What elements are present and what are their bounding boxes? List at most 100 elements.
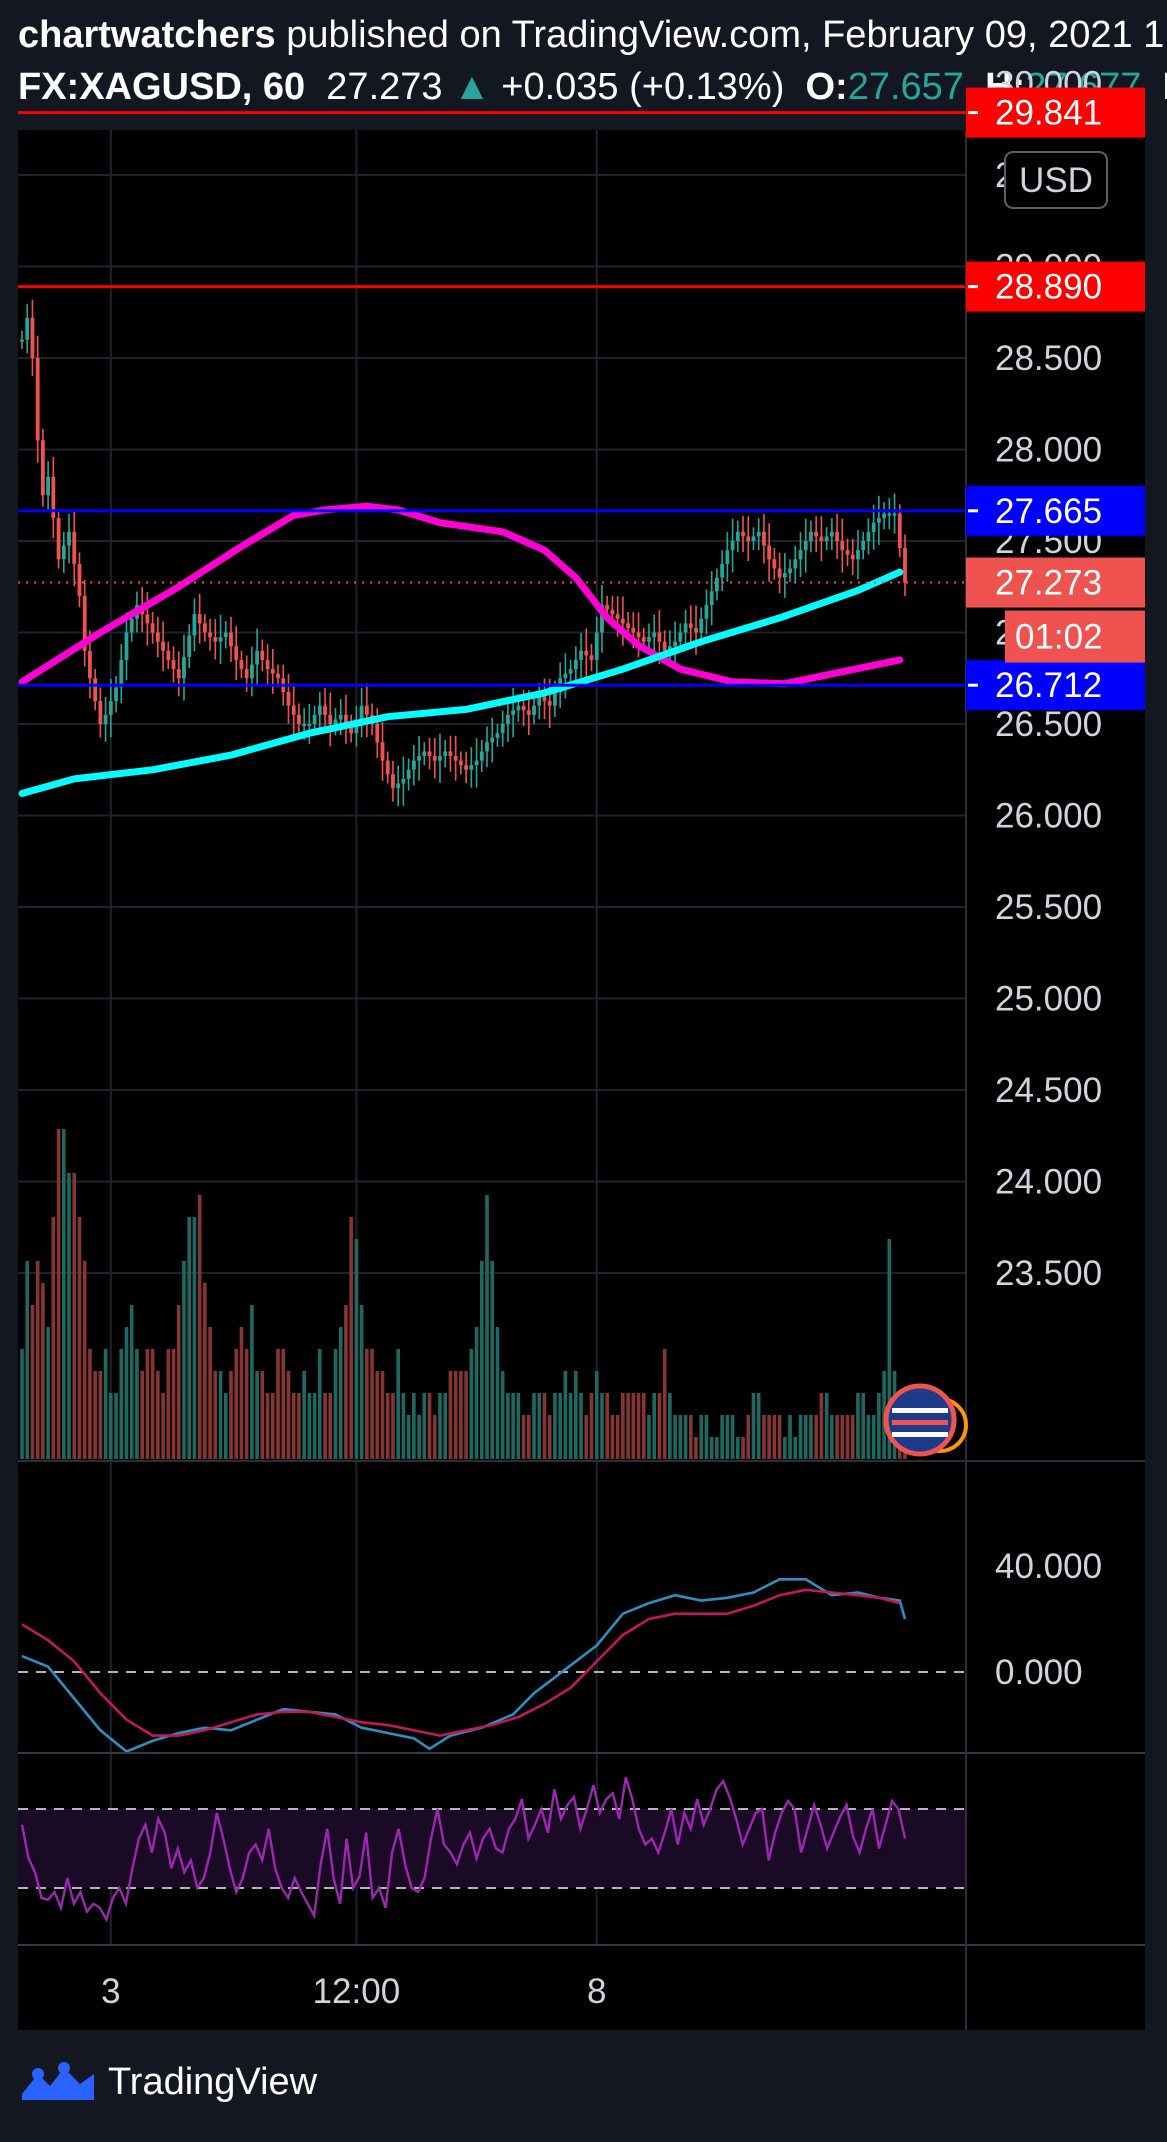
candle-body [631,627,636,633]
volume-bar [772,1415,777,1459]
level-tag [966,485,1145,536]
level-tag-label: 27.665 [995,492,1102,531]
volume-bar [88,1349,92,1459]
volume-bar [333,1349,338,1459]
candle-body [265,659,270,670]
candle-body [652,632,657,638]
time-scale-label: 12:00 [313,1972,401,2011]
volume-bar [119,1349,124,1459]
economic-event-icon[interactable] [883,1383,968,1457]
candle-body [391,774,395,789]
candle-body [359,705,364,720]
volume-bar [788,1415,792,1459]
author-name[interactable]: chartwatchers [18,14,276,56]
candle-body [317,705,322,715]
candle-body [333,719,338,724]
volume-bar [67,1173,71,1459]
candle-body [291,705,296,715]
level-tag-label: 29.841 [995,94,1102,133]
price-scale-label: 26.500 [995,705,1102,744]
level-tag-label: 28.890 [995,268,1102,307]
volume-bar [354,1239,359,1459]
price-scale-label: 28.500 [995,339,1102,378]
candle-body [735,531,740,541]
candle-body [187,635,192,657]
candle-body [615,614,620,619]
candle-body [124,632,129,660]
candle-body [547,701,552,706]
macd-pane [18,1578,966,1753]
volume-bar [82,1261,87,1459]
volume-bar [793,1437,798,1459]
volume-bar [98,1371,103,1459]
candle-body [782,573,787,578]
candle-body [417,756,421,761]
candle-body [458,760,463,766]
candle-body [850,554,855,560]
candle-body [249,664,254,679]
candle-body [375,724,380,743]
chart-area[interactable]: 30.00029.50029.00028.50028.00027.50027.0… [0,0,1167,2040]
candle-body [229,632,233,647]
volume-bar [871,1415,876,1459]
volume-bar [877,1393,881,1459]
volume-bar [35,1261,40,1459]
price-scale-label: 25.000 [995,980,1102,1019]
candle-body [286,691,291,706]
candle-body [396,783,401,789]
candle-body [887,513,892,516]
volume-bar [500,1371,505,1459]
volume-bar [72,1173,77,1459]
publish-text: published on TradingView.com, February 0… [286,14,1165,56]
candle-body [673,641,678,647]
candle-body [657,632,662,642]
currency-label: USD [1019,161,1093,200]
candle-body [464,765,469,770]
volume-bar [385,1393,390,1459]
volume-bar [668,1393,672,1459]
volume-bar [751,1393,756,1459]
candle-body [829,531,834,537]
candle-body [542,696,547,702]
chart-canvas[interactable] [18,130,1145,2030]
volume-bar [798,1415,803,1459]
candle-body [793,559,798,569]
tradingview-logo[interactable]: TradingView [18,2060,317,2104]
candle-body [448,751,453,757]
volume-bar [621,1393,625,1459]
candle-body [563,673,568,679]
candle-body [208,632,212,638]
candle-body [479,751,484,761]
candle-body [82,595,87,651]
candle-body [882,513,887,519]
candle-body [145,614,150,624]
currency-button[interactable] [1004,151,1108,209]
volume-bar [605,1393,609,1459]
candle-body [594,632,599,660]
volume-bar [850,1415,855,1459]
candle-body [46,476,51,496]
volume-bar [495,1327,500,1459]
candle-body [824,536,829,541]
volume-bar [406,1415,411,1459]
candle-body [270,669,275,674]
volume-bar [694,1437,698,1459]
candle-body [25,317,30,340]
volume-bar [459,1371,463,1459]
volume-bar [840,1415,845,1459]
candle-body [511,710,516,715]
time-scale[interactable]: 3 12:00 8 [101,1972,606,2011]
candle-body [297,714,301,724]
candle-body [67,531,71,546]
volume-bar [845,1415,850,1459]
volume-bar [438,1393,442,1459]
volume-bar [824,1393,829,1459]
candle-body [683,623,688,633]
volume-bar [412,1393,416,1459]
volume-bar [553,1393,557,1459]
candle-body [600,605,604,633]
volume-bar [229,1371,233,1459]
volume-bar [830,1415,834,1459]
volume-bar [380,1371,385,1459]
volume-bar [542,1393,547,1459]
